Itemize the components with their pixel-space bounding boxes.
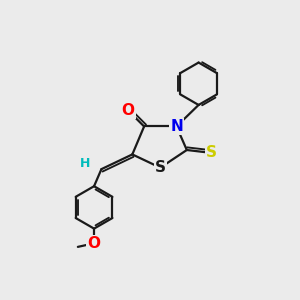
Text: S: S — [155, 160, 166, 175]
Text: S: S — [206, 146, 217, 160]
Text: O: O — [122, 103, 134, 118]
Text: O: O — [88, 236, 100, 251]
Text: N: N — [170, 119, 183, 134]
Text: H: H — [80, 157, 90, 170]
